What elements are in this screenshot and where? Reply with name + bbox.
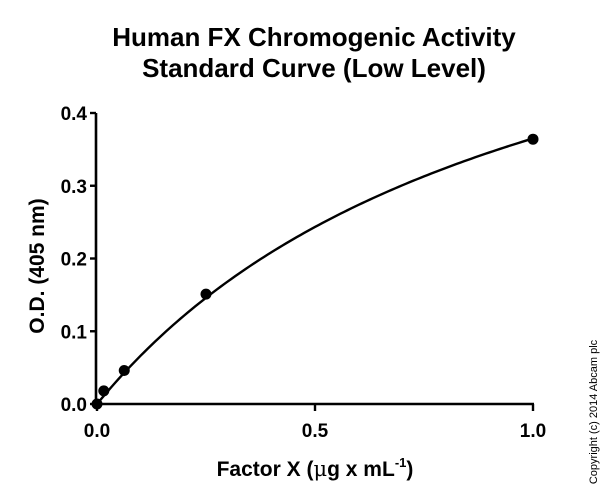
- x-tick-label: 0.5: [302, 421, 329, 442]
- y-axis-label: O.D. (405 nm): [26, 198, 49, 333]
- data-point: [527, 133, 539, 145]
- data-point: [98, 385, 110, 397]
- copyright-notice: Copyright (c) 2014 Abcam plc: [588, 339, 600, 484]
- y-tick-label: 0.3: [61, 177, 87, 198]
- data-points: [91, 133, 539, 410]
- chart-title: Human FX Chromogenic Activity Standard C…: [0, 22, 600, 84]
- y-tick-label: 0.1: [61, 322, 88, 343]
- y-tick-label: 0.0: [61, 395, 87, 416]
- axes: 0.0 0.1 0.2 0.3 0.4 0.0 0.5 1.0: [61, 104, 547, 442]
- x-tick-label: 0.0: [84, 421, 110, 442]
- fit-curve: [96, 137, 534, 405]
- chart-title-line-2: Standard Curve (Low Level): [142, 53, 486, 83]
- y-tick-label: 0.2: [61, 250, 87, 271]
- data-point: [200, 288, 212, 300]
- x-tick-label: 1.0: [520, 421, 546, 442]
- y-tick-label: 0.4: [61, 104, 88, 125]
- x-axis-label: Factor X (μg x mL-1): [217, 455, 414, 481]
- data-point: [91, 398, 103, 410]
- chart-title-line-1: Human FX Chromogenic Activity: [112, 22, 516, 52]
- data-point: [118, 365, 130, 377]
